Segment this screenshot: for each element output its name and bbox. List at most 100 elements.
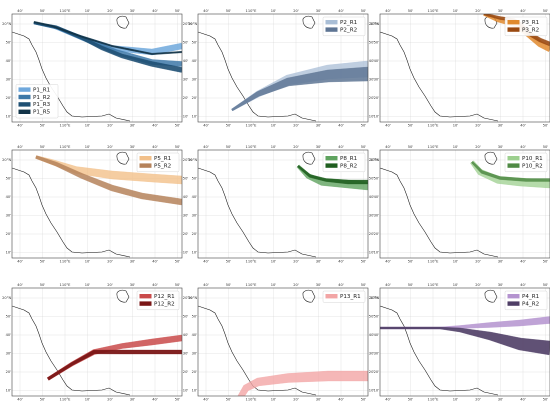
longitude-label-top: 40' <box>338 145 344 149</box>
latitude-label-left: 20' <box>6 232 12 236</box>
latitude-label-left: 10' <box>192 115 198 119</box>
latitude-label-left: 20' <box>192 96 198 100</box>
longitude-label-bottom: 50' <box>408 124 414 128</box>
latitude-label-left: 20' <box>6 96 12 100</box>
longitude-label-bottom: 40' <box>203 398 209 402</box>
map-panel-p12: 40' 50' 110°E 10' 20' 30' 40' 50' 40' 50' 110°E 10'… <box>2 283 192 402</box>
longitude-label-top: 50' <box>543 283 549 287</box>
longitude-label-top: 50' <box>226 283 232 287</box>
longitude-label-bottom: 50' <box>40 124 46 128</box>
latitude-label-left: 10' <box>374 251 380 255</box>
latitude-label-right: 20°N <box>183 296 192 300</box>
coastline <box>380 289 499 396</box>
latitude-label-right: 20' <box>369 96 375 100</box>
map-frame <box>11 149 183 259</box>
longitude-label-bottom: 110°E <box>246 260 258 264</box>
latitude-label-right: 20°N <box>369 296 378 300</box>
longitude-label-bottom: 30' <box>130 398 136 402</box>
coastline <box>198 151 317 258</box>
coastline <box>380 15 499 122</box>
latitude-label-right: 10' <box>183 115 189 119</box>
longitude-label-top: 30' <box>130 283 136 287</box>
latitude-label-left: 50' <box>192 41 198 45</box>
latitude-label-left: 20°N <box>188 158 197 162</box>
map-frame <box>379 149 550 259</box>
legend-label: P8_R1 <box>340 156 358 162</box>
longitude-label-top: 40' <box>385 283 391 287</box>
longitude-label-bottom: 50' <box>408 260 414 264</box>
longitude-label-bottom: 20' <box>107 398 113 402</box>
longitude-label-top: 110°E <box>246 283 258 287</box>
latitude-label-left: 10' <box>374 389 380 393</box>
latitude-label-right: 50' <box>183 41 189 45</box>
latitude-label-left: 30' <box>192 214 198 218</box>
longitude-label-bottom: 50' <box>543 260 549 264</box>
latitude-label-left: 20°N <box>2 296 11 300</box>
longitude-label-top: 40' <box>385 145 391 149</box>
longitude-label-bottom: 40' <box>385 124 391 128</box>
island-coast <box>302 289 316 303</box>
latitude-label-right: 20' <box>369 232 375 236</box>
longitude-label-top: 50' <box>175 9 181 13</box>
longitude-label-bottom: 40' <box>17 260 23 264</box>
longitude-label-top: 30' <box>316 145 322 149</box>
longitude-label-top: 40' <box>17 9 23 13</box>
latitude-label-right: 40' <box>369 59 375 63</box>
latitude-label-left: 30' <box>374 214 380 218</box>
latitude-label-left: 50' <box>6 177 12 181</box>
track-group <box>46 334 182 381</box>
latitude-label-right: 50' <box>183 315 189 319</box>
latitude-label-left: 10' <box>6 251 12 255</box>
track-band-p10-r2 <box>471 161 550 182</box>
longitude-label-top: 50' <box>226 145 232 149</box>
mainland-coast <box>198 31 317 122</box>
latitude-label-left: 40' <box>192 333 198 337</box>
latitude-label-right: 50' <box>369 177 375 181</box>
latitude-label-right: 30' <box>183 214 189 218</box>
longitude-label-top: 110°E <box>428 9 440 13</box>
mainland-coast <box>198 305 317 396</box>
longitude-label-bottom: 50' <box>175 260 181 264</box>
legend-swatch <box>325 156 338 161</box>
longitude-label-bottom: 50' <box>361 398 367 402</box>
longitude-label-top: 110°E <box>60 145 72 149</box>
map-panel-p10: 40' 50' 110°E 10' 20' 30' 40' 50' 40' 50' 110°E 10'… <box>370 145 550 264</box>
longitude-label-bottom: 30' <box>498 124 504 128</box>
longitude-label-bottom: 20' <box>293 260 299 264</box>
island-coast <box>484 15 498 29</box>
mainland-coast <box>380 305 499 396</box>
longitude-label-bottom: 40' <box>338 398 344 402</box>
latitude-label-left: 20' <box>374 370 380 374</box>
mainland-coast <box>380 31 499 122</box>
longitude-label-top: 50' <box>175 145 181 149</box>
longitude-label-top: 10' <box>271 145 277 149</box>
longitude-label-top: 50' <box>361 283 367 287</box>
legend-swatch <box>18 102 31 107</box>
longitude-label-bottom: 10' <box>271 260 277 264</box>
map-panel-p3: 40' 50' 110°E 10' 20' 30' 40' 50' 40' 50' 110°E 10'… <box>370 9 550 128</box>
longitude-label-bottom: 50' <box>543 124 549 128</box>
mainland-coast <box>12 305 131 396</box>
latitude-label-left: 20°N <box>370 296 379 300</box>
legend-swatch <box>139 294 152 299</box>
longitude-label-top: 40' <box>385 9 391 13</box>
latitude-label-right: 40' <box>183 59 189 63</box>
legend-swatch <box>507 27 520 32</box>
track-band-p13-r1 <box>237 370 368 396</box>
coastline <box>12 289 131 396</box>
longitude-label-top: 110°E <box>428 145 440 149</box>
map-panel-p2: 40' 50' 110°E 10' 20' 30' 40' 50' 40' 50' 110°E 10'… <box>188 9 378 127</box>
longitude-label-bottom: 110°E <box>428 398 440 402</box>
longitude-label-top: 30' <box>498 9 504 13</box>
longitude-label-top: 30' <box>130 145 136 149</box>
island-coast <box>484 289 498 303</box>
longitude-label-top: 10' <box>453 9 459 13</box>
longitude-label-bottom: 40' <box>520 260 526 264</box>
legend-label: P1_R1 <box>33 87 51 93</box>
latitude-label-left: 40' <box>6 59 12 63</box>
coastline <box>198 289 317 396</box>
map-frame <box>11 13 183 123</box>
latitude-label-right: 30' <box>369 214 375 218</box>
longitude-label-top: 40' <box>152 283 158 287</box>
